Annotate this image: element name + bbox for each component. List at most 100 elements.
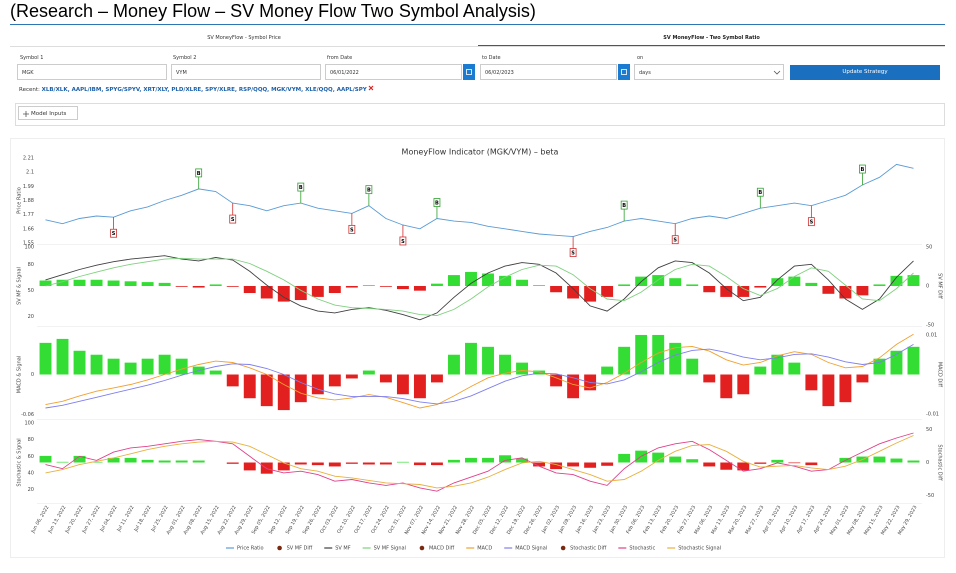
x-tick-label: Jun 06, 2022	[30, 505, 51, 535]
signal-label: S	[350, 227, 354, 233]
series-line	[45, 257, 914, 316]
y2-tick-label: -50	[926, 323, 934, 329]
calendar-button[interactable]	[463, 64, 475, 80]
diff-bar	[788, 276, 801, 286]
signal-label: B	[367, 188, 371, 194]
diff-bar	[141, 459, 154, 463]
x-tick-label: Jul 11, 2022	[116, 505, 136, 534]
x-tick-label: Apr 17, 2023	[796, 505, 817, 535]
recent-links[interactable]: XLB/XLK, AAPL/IBM, SPYG/SPYV, XRT/XLY, P…	[41, 87, 367, 93]
diff-bar	[805, 282, 818, 286]
diff-bar	[737, 462, 750, 471]
diff-bar	[754, 286, 767, 288]
diff-bar	[465, 271, 477, 286]
x-tick-label: Jan 09, 2023	[557, 505, 578, 535]
x-tick-label: Oct 10, 2022	[336, 505, 357, 535]
x-tick-label: Jun 27, 2022	[81, 505, 102, 535]
model-inputs-panel: Model Inputs	[15, 103, 945, 126]
diff-bar	[635, 334, 648, 375]
x-tick-label: Apr 24, 2023	[813, 505, 834, 535]
diff-bar	[618, 346, 631, 375]
signal-box	[399, 236, 407, 246]
signal-label: B	[622, 203, 626, 209]
diff-bar	[618, 284, 631, 286]
y2-axis-title: Stochastic Diff	[937, 444, 943, 481]
to-date-input[interactable]: 06/02/2023	[480, 64, 617, 80]
diff-bar	[294, 374, 307, 403]
diff-bar	[550, 374, 563, 387]
x-tick-label: Feb 06, 2023	[625, 505, 646, 535]
diff-bar	[890, 350, 903, 375]
diff-bar	[856, 286, 869, 296]
symbol2-input[interactable]: VYM	[171, 64, 321, 80]
field-label: Symbol 1	[20, 55, 44, 61]
y-tick-label: 40	[28, 470, 34, 476]
tab-active[interactable]: SV MoneyFlow - Two Symbol Ratio	[478, 30, 945, 46]
legend-marker	[560, 545, 566, 551]
calendar-icon	[621, 69, 627, 75]
x-tick-label: Oct 03, 2022	[319, 505, 340, 535]
diff-bar	[345, 286, 358, 288]
title-rule	[10, 24, 945, 25]
diff-bar	[413, 374, 426, 399]
diff-bar	[56, 461, 69, 463]
signal-label: B	[435, 201, 439, 207]
legend-label: Price Ratio	[237, 546, 264, 552]
series-line	[45, 163, 914, 238]
diff-bar	[39, 280, 52, 286]
diff-bar	[720, 286, 733, 297]
diff-bar	[260, 374, 273, 407]
diff-bar	[873, 358, 886, 375]
diff-bar	[703, 462, 716, 467]
diff-bar	[413, 462, 426, 466]
model-inputs-button[interactable]: Model Inputs	[18, 106, 78, 120]
diff-bar	[73, 279, 86, 286]
diff-bar	[686, 358, 699, 375]
field-label: from Date	[327, 55, 353, 61]
diff-bar	[243, 286, 256, 294]
diff-bar	[890, 275, 903, 286]
diff-bar	[158, 282, 171, 286]
signal-label: S	[673, 238, 677, 244]
diff-bar	[243, 462, 256, 471]
symbol1-input[interactable]: MGK	[17, 64, 167, 80]
y-axis-title: Price Ratio	[17, 187, 23, 214]
diff-bar	[788, 362, 801, 375]
diff-bar	[448, 275, 460, 286]
calendar-button[interactable]	[618, 64, 630, 80]
legend-label: Stochastic Signal	[678, 546, 721, 552]
y-tick-label: 1.55	[23, 241, 34, 247]
diff-bar	[771, 278, 784, 286]
diff-bar	[141, 282, 154, 286]
diff-bar	[379, 462, 392, 465]
recent-row: Recent: XLB/XLK, AAPL/IBM, SPYG/SPYV, XR…	[19, 85, 374, 93]
diff-bar	[107, 457, 120, 463]
y2-tick-label: -50	[926, 493, 934, 499]
series-line	[45, 344, 914, 409]
legend-label: MACD	[477, 546, 492, 552]
signal-box	[195, 168, 203, 178]
y-tick-label: 0	[31, 372, 34, 378]
diff-bar	[260, 462, 273, 474]
diff-bar	[430, 462, 443, 466]
diff-bar	[907, 346, 920, 375]
x-tick-label: Feb 20, 2023	[659, 505, 680, 535]
y2-axis-title: SV MF Diff	[937, 273, 943, 299]
diff-bar	[499, 354, 511, 375]
from-date-input[interactable]: 06/01/2022	[325, 64, 462, 80]
diff-bar	[907, 275, 920, 286]
tab[interactable]: SV MoneyFlow - Symbol Price	[207, 35, 281, 41]
diff-bar	[192, 460, 205, 463]
update-button[interactable]: Update Strategy	[790, 65, 940, 80]
diff-bar	[601, 462, 614, 466]
series-line	[45, 333, 914, 409]
signal-box	[569, 248, 577, 257]
diff-bar	[482, 273, 494, 286]
diff-bar	[805, 462, 818, 466]
diff-bar	[124, 281, 137, 286]
legend-label: MACD Signal	[515, 546, 547, 552]
clear-recent[interactable]	[368, 85, 374, 91]
diff-bar	[209, 370, 222, 375]
interval-select[interactable]: days	[634, 64, 784, 80]
diff-bar	[686, 459, 699, 463]
